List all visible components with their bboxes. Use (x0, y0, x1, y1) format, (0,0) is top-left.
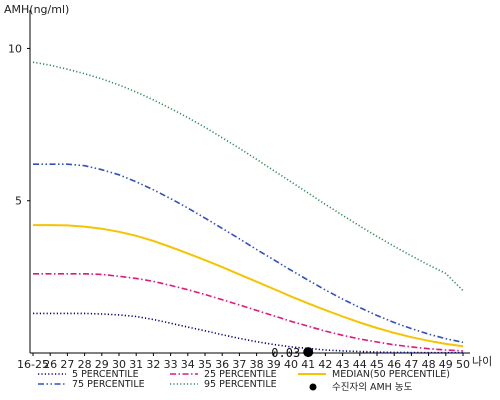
x-tick-label: 43 (336, 358, 350, 371)
x-tick-label: 37 (232, 358, 246, 371)
x-tick-label: 48 (422, 358, 436, 371)
x-tick-label: 27 (60, 358, 74, 371)
x-tick-label: 31 (129, 358, 143, 371)
x-tick-label: 33 (164, 358, 178, 371)
legend-label: 75 PERCENTILE (72, 379, 145, 390)
x-tick-label: 50 (456, 358, 470, 371)
legend: 5 PERCENTILE 25 PERCENTILE MEDIAN(50 PERCE… (38, 369, 450, 393)
marker-value-label: 0.03 (271, 346, 300, 360)
series-line (33, 312, 463, 354)
y-tick-label: 5 (15, 195, 22, 208)
x-tick-label: 40 (284, 358, 298, 371)
x-tick-label: 46 (387, 358, 401, 371)
legend-label: MEDIAN(50 PERCENTILE) (332, 369, 450, 380)
x-axis-label: 나이 (472, 355, 492, 368)
series-line (33, 224, 464, 348)
x-tick-label: 26 (43, 358, 57, 371)
x-tick-label: 49 (439, 358, 453, 371)
legend-label: 5 PERCENTILE (72, 369, 139, 380)
x-tick-label: 41 (301, 358, 315, 371)
x-tick-label: 39 (267, 358, 281, 371)
x-tick-label: 44 (353, 358, 367, 371)
x-tick-label: 36 (215, 358, 229, 371)
series-line (33, 272, 464, 352)
legend-label: 95 PERCENTILE (204, 379, 277, 390)
x-tick-label: 42 (318, 358, 332, 371)
series-lines (32, 61, 464, 354)
x-tick-label: 28 (78, 358, 92, 371)
x-tick-label: 29 (95, 358, 109, 371)
y-axis-label: AMH(ng/ml) (4, 3, 69, 16)
legend-label: 25 PERCENTILE (204, 369, 277, 380)
x-tick-label: 32 (146, 358, 160, 371)
series-line (32, 61, 464, 292)
x-tick-label: 34 (181, 358, 195, 371)
marker-layer: 0.03 (271, 346, 314, 360)
legend-marker-label: 수진자의 AMH 농도 (332, 382, 413, 393)
y-tick-label: 10 (8, 42, 22, 55)
x-tick-label: 30 (112, 358, 126, 371)
x-tick-label: 45 (370, 358, 384, 371)
x-tick-label: 16-25 (17, 358, 49, 371)
marker-dot (303, 347, 314, 358)
x-tick-label: 35 (198, 358, 212, 371)
legend-marker-dot (309, 383, 317, 391)
series-line (33, 163, 464, 344)
x-tick-label: 38 (250, 358, 264, 371)
x-tick-label: 47 (404, 358, 418, 371)
